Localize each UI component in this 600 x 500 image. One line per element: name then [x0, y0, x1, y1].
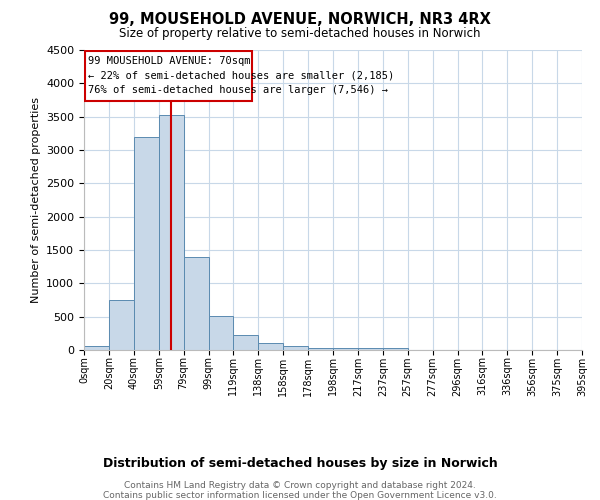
Bar	[184, 258, 209, 350]
Y-axis label: Number of semi-detached properties: Number of semi-detached properties	[31, 97, 41, 303]
Text: 76% of semi-detached houses are larger (7,546) →: 76% of semi-detached houses are larger (…	[88, 84, 388, 94]
Bar	[109, 300, 134, 350]
Bar	[358, 348, 383, 350]
Bar	[308, 348, 333, 350]
Text: Contains HM Land Registry data © Crown copyright and database right 2024.: Contains HM Land Registry data © Crown c…	[124, 481, 476, 490]
Bar	[233, 336, 259, 350]
Bar	[159, 114, 184, 350]
Bar	[209, 316, 233, 350]
Bar	[383, 348, 408, 350]
Bar	[259, 342, 283, 350]
Text: Size of property relative to semi-detached houses in Norwich: Size of property relative to semi-detach…	[119, 28, 481, 40]
Text: Distribution of semi-detached houses by size in Norwich: Distribution of semi-detached houses by …	[103, 458, 497, 470]
Bar	[283, 346, 308, 350]
Text: ← 22% of semi-detached houses are smaller (2,185): ← 22% of semi-detached houses are smalle…	[88, 70, 394, 81]
Text: 99 MOUSEHOLD AVENUE: 70sqm: 99 MOUSEHOLD AVENUE: 70sqm	[88, 56, 251, 66]
Text: 99, MOUSEHOLD AVENUE, NORWICH, NR3 4RX: 99, MOUSEHOLD AVENUE, NORWICH, NR3 4RX	[109, 12, 491, 28]
FancyBboxPatch shape	[85, 52, 252, 102]
Bar	[333, 348, 358, 350]
Text: Contains public sector information licensed under the Open Government Licence v3: Contains public sector information licen…	[103, 491, 497, 500]
Bar	[134, 136, 159, 350]
Bar	[84, 346, 109, 350]
